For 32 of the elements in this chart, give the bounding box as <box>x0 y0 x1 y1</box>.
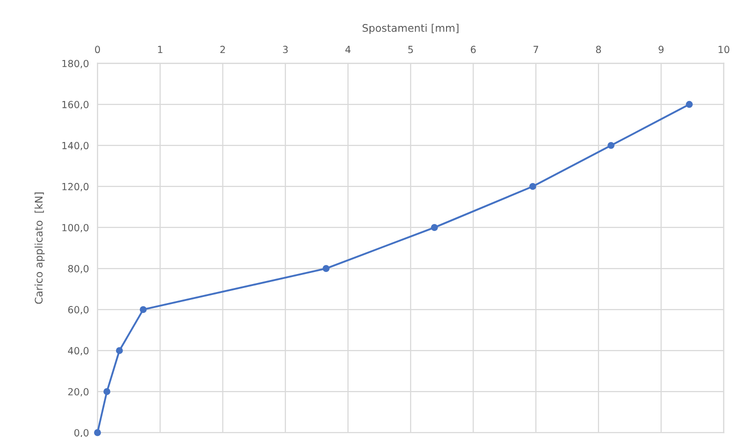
y-tick-label: 80,0 <box>68 264 89 274</box>
x-tick-label: 2 <box>220 46 225 54</box>
point <box>322 265 330 272</box>
x-tick-label: 10 <box>718 46 730 54</box>
point <box>686 100 693 108</box>
point <box>430 224 438 231</box>
x-axis-title: Spostamenti [mm] <box>362 24 458 34</box>
y-tick-label: 160,0 <box>62 100 89 110</box>
y-tick-label: 20,0 <box>68 388 89 396</box>
y-axis-title: Carico applicato [kN] <box>34 192 45 304</box>
point <box>608 142 614 149</box>
x-tick-label: 6 <box>470 46 476 54</box>
y-tick-label: 0,0 <box>74 429 89 437</box>
x-tick-label: 7 <box>534 46 538 54</box>
y-tick-label: 180,0 <box>62 60 89 68</box>
y-tick-label: 40,0 <box>68 347 89 356</box>
y-tick-label: 140,0 <box>62 142 89 150</box>
x-tick-label: 5 <box>408 46 413 54</box>
point <box>116 347 123 354</box>
x-tick-label: 0 <box>95 46 100 54</box>
x-tick-label: 1 <box>158 46 162 54</box>
x-tick-label: 4 <box>345 46 351 54</box>
x-tick-label: 3 <box>283 46 288 54</box>
point <box>103 388 110 396</box>
y-tick-label: 60,0 <box>68 306 89 314</box>
x-tick-label: 8 <box>596 46 601 54</box>
point <box>94 429 101 436</box>
x-tick-label: 9 <box>658 46 664 54</box>
y-tick-label: 100,0 <box>62 224 89 232</box>
point <box>529 182 536 190</box>
y-tick-label: 120,0 <box>62 182 89 192</box>
point <box>140 306 147 314</box>
